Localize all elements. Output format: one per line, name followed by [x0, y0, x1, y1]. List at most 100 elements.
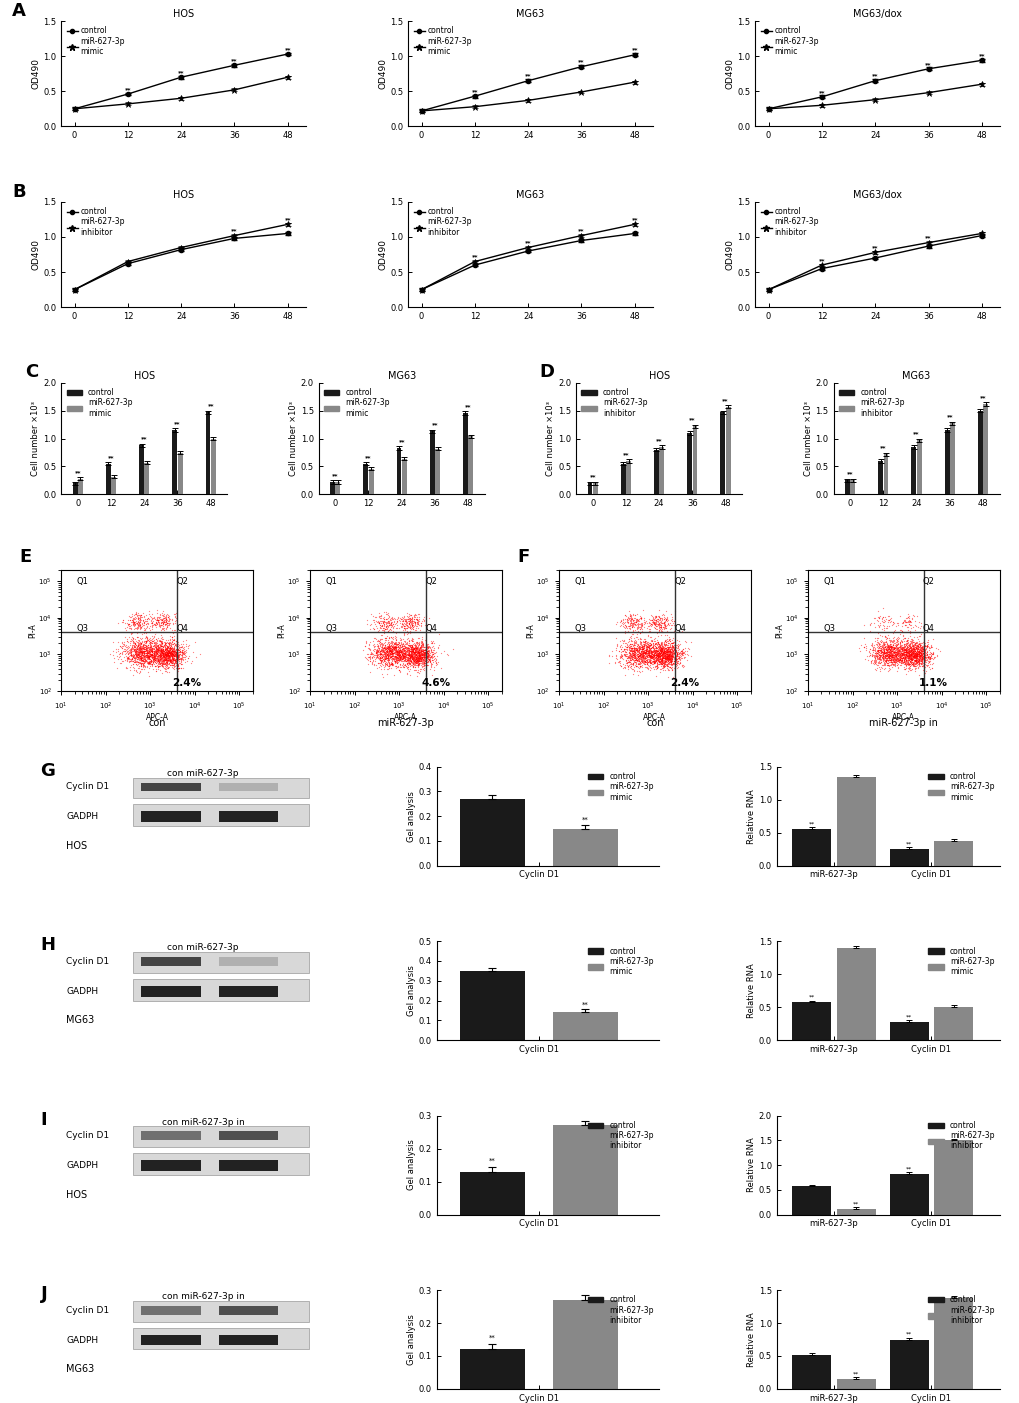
Point — [370, 637, 386, 659]
Bar — [911, 448, 915, 494]
Point — [623, 647, 639, 669]
Point — [913, 643, 929, 665]
Point — [403, 651, 419, 673]
Point — [886, 637, 902, 659]
Point — [644, 641, 660, 664]
Point — [133, 648, 150, 671]
Point — [886, 655, 902, 678]
Point — [398, 623, 415, 645]
Point — [405, 655, 421, 678]
Point — [152, 634, 168, 657]
Point — [172, 636, 189, 658]
Point — [643, 645, 659, 668]
Point — [909, 647, 925, 669]
Point — [659, 644, 676, 666]
Point — [657, 615, 674, 637]
Point — [411, 662, 427, 685]
Point — [660, 650, 677, 672]
Point — [170, 644, 186, 666]
Point — [648, 652, 664, 675]
Point — [640, 650, 656, 672]
Point — [416, 643, 432, 665]
Point — [136, 645, 152, 668]
Point — [131, 640, 148, 662]
Point — [148, 609, 164, 631]
Point — [879, 637, 896, 659]
Point — [366, 652, 382, 675]
Point — [139, 636, 155, 658]
Point — [631, 645, 647, 668]
Point — [158, 641, 174, 664]
Point — [637, 638, 653, 661]
Point — [873, 641, 890, 664]
Point — [667, 643, 684, 665]
Point — [634, 644, 650, 666]
Point — [187, 645, 204, 668]
Point — [148, 606, 164, 629]
Point — [411, 644, 427, 666]
Point — [625, 652, 641, 675]
Point — [648, 645, 664, 668]
Point — [158, 648, 174, 671]
Point — [612, 638, 629, 661]
Point — [371, 640, 387, 662]
Point — [656, 647, 673, 669]
Point — [152, 636, 168, 658]
Point — [409, 640, 425, 662]
Point — [142, 645, 158, 668]
Point — [918, 640, 934, 662]
Point — [899, 634, 915, 657]
Point — [360, 648, 376, 671]
Point — [379, 647, 395, 669]
Point — [414, 645, 430, 668]
Point — [913, 641, 929, 664]
Point — [371, 612, 387, 634]
Point — [664, 645, 681, 668]
Point — [905, 636, 921, 658]
Point — [417, 643, 433, 665]
Point — [376, 617, 392, 640]
Point — [412, 637, 428, 659]
Point — [907, 640, 923, 662]
Point — [383, 647, 399, 669]
Point — [659, 644, 676, 666]
Point — [887, 650, 903, 672]
Point — [623, 606, 639, 629]
Point — [393, 650, 410, 672]
Point — [162, 641, 178, 664]
Point — [151, 651, 167, 673]
Point — [636, 634, 652, 657]
Point — [628, 648, 644, 671]
Point — [184, 641, 201, 664]
Point — [170, 654, 186, 676]
Point — [412, 652, 428, 675]
Point — [895, 652, 911, 675]
Point — [169, 636, 185, 658]
Point — [635, 644, 651, 666]
Point — [660, 651, 677, 673]
Point — [652, 640, 668, 662]
Point — [372, 643, 388, 665]
Point — [143, 638, 159, 661]
Point — [630, 648, 646, 671]
Text: **: ** — [689, 417, 695, 422]
Point — [170, 657, 186, 679]
Point — [399, 638, 416, 661]
Point — [916, 644, 932, 666]
Point — [415, 644, 431, 666]
Point — [869, 638, 886, 661]
Point — [135, 640, 151, 662]
Point — [400, 638, 417, 661]
Point — [903, 631, 919, 654]
Point — [924, 643, 941, 665]
Point — [386, 610, 403, 633]
Point — [661, 650, 678, 672]
Point — [378, 613, 394, 636]
Point — [376, 644, 392, 666]
Point — [647, 633, 663, 655]
Point — [157, 647, 173, 669]
Point — [679, 637, 695, 659]
Point — [133, 640, 150, 662]
Point — [893, 630, 909, 652]
Point — [415, 638, 431, 661]
